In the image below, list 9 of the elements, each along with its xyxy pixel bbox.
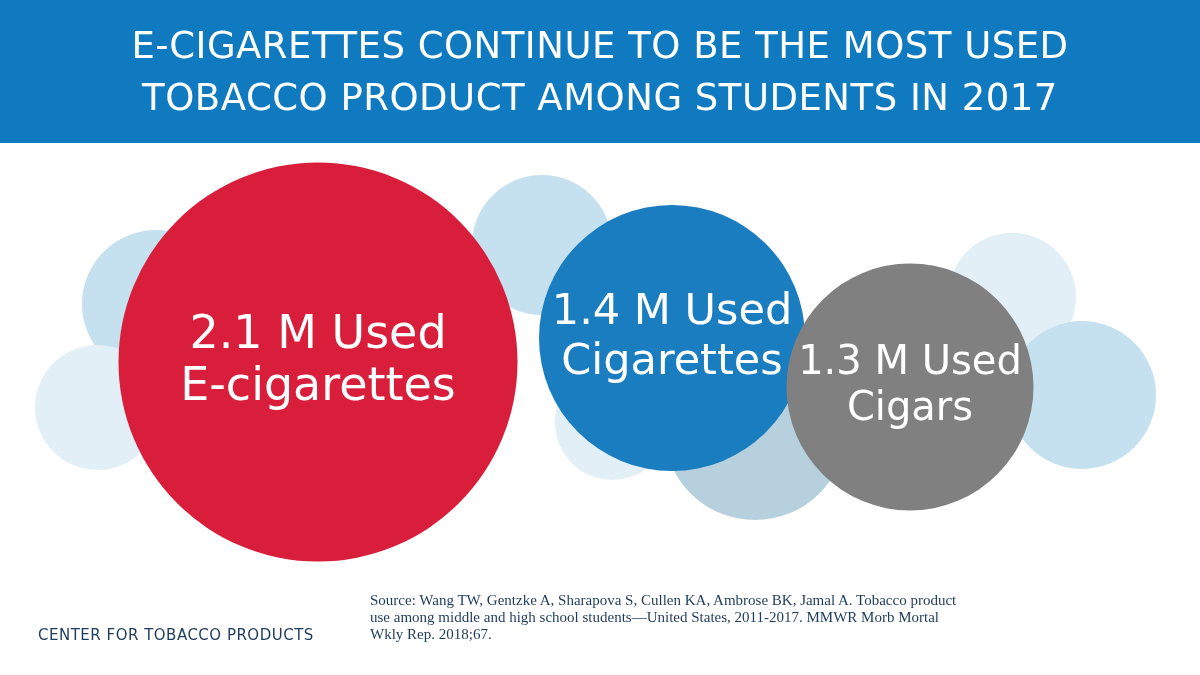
data-label: 1.4 M Used — [551, 284, 793, 335]
category-label: Cigars — [846, 383, 974, 430]
source-note: Source: Wang TW, Gentzke A, Sharapova S, Cullen KA, Ambrose BK, Jamal A. Tobacco product use among middle and high school students—United States, 2011-2017. MMWR Morb Mortal Wkly Rep. 2018;67. — [370, 592, 958, 643]
text: CENTER FOR TOBACCO PRODUCTS — [38, 626, 314, 644]
text: E-CIGARETTES CONTINUE TO BE THE MOST USED TOBACCO PRODUCT AMONG STUDENTS IN 2017 — [0, 0, 1200, 143]
data-label: 1.3 M Used — [798, 337, 1022, 384]
category-label: E-cigarettes — [180, 357, 456, 412]
category-label: Cigarettes — [561, 333, 783, 384]
data-label: 2.1 M Used — [189, 304, 447, 359]
